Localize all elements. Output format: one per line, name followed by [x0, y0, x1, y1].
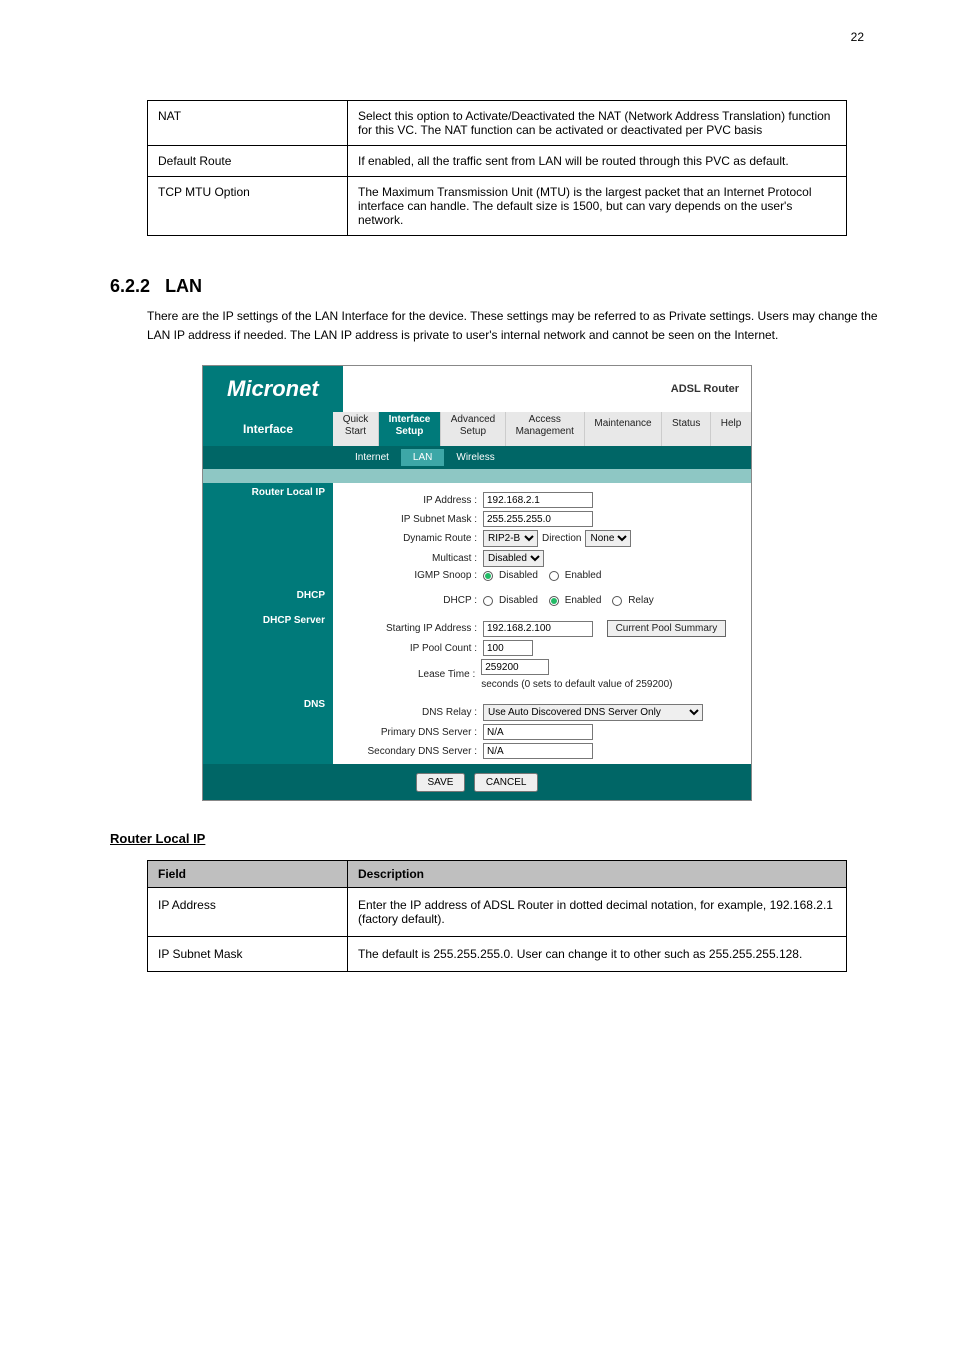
input-secondary-dns[interactable]	[483, 743, 593, 759]
section-heading: 6.2.2 LAN	[110, 276, 879, 297]
label-dhcp: DHCP :	[343, 595, 483, 606]
label-igmp-snoop: IGMP Snoop :	[343, 570, 483, 581]
input-ip-pool-count[interactable]	[483, 640, 533, 656]
th-description: Description	[348, 861, 847, 888]
table-row: NAT Select this option to Activate/Deact…	[148, 101, 847, 146]
radio-dhcp-relay[interactable]	[612, 596, 622, 606]
cell-desc: If enabled, all the traffic sent from LA…	[348, 146, 847, 177]
cell-label: IP Address	[148, 888, 348, 937]
label-primary-dns: Primary DNS Server :	[343, 727, 483, 738]
section-title: LAN	[165, 276, 202, 296]
input-ip-address[interactable]	[483, 492, 593, 508]
label-lease-time: Lease Time :	[343, 669, 481, 680]
product-label: ADSL Router	[671, 383, 751, 395]
table-row: IP Subnet Mask The default is 255.255.25…	[148, 937, 847, 972]
label-secondary-dns: Secondary DNS Server :	[343, 746, 483, 757]
input-primary-dns[interactable]	[483, 724, 593, 740]
subtab-wireless[interactable]: Wireless	[444, 449, 506, 466]
nav-left-title: Interface	[203, 412, 333, 446]
label-dynamic-route: Dynamic Route :	[343, 533, 483, 544]
table-row: Default Route If enabled, all the traffi…	[148, 146, 847, 177]
tab-maintenance[interactable]: Maintenance	[585, 412, 663, 446]
section-text: There are the IP settings of the LAN Int…	[147, 307, 879, 345]
input-subnet-mask[interactable]	[483, 511, 593, 527]
tab-status[interactable]: Status	[662, 412, 711, 446]
table-row: TCP MTU Option The Maximum Transmission …	[148, 177, 847, 236]
page-number: 22	[851, 30, 864, 44]
subtab-lan[interactable]: LAN	[401, 449, 444, 466]
section-dhcp-server: DHCP Server	[203, 611, 333, 695]
tab-quick-start[interactable]: QuickStart	[333, 412, 379, 446]
cell-desc: Select this option to Activate/Deactivat…	[348, 101, 847, 146]
select-multicast[interactable]: Disabled	[483, 550, 544, 567]
button-pool-summary[interactable]: Current Pool Summary	[607, 620, 727, 637]
subtab-internet[interactable]: Internet	[343, 449, 401, 466]
input-starting-ip[interactable]	[483, 621, 593, 637]
select-dns-relay[interactable]: Use Auto Discovered DNS Server Only	[483, 704, 703, 721]
label-ip-pool-count: IP Pool Count :	[343, 643, 483, 654]
save-button[interactable]: SAVE	[416, 773, 466, 792]
tab-interface-setup[interactable]: InterfaceSetup	[379, 412, 441, 446]
desc-table: Field Description IP Address Enter the I…	[147, 860, 847, 972]
radio-dhcp-enabled[interactable]	[549, 596, 559, 606]
radio-igmp-enabled[interactable]	[549, 571, 559, 581]
cell-desc: The Maximum Transmission Unit (MTU) is t…	[348, 177, 847, 236]
label-direction: Direction	[542, 533, 581, 544]
input-lease-time[interactable]	[481, 659, 549, 675]
section-number: 6.2.2	[110, 276, 150, 296]
cell-label: NAT	[148, 101, 348, 146]
tab-help[interactable]: Help	[711, 412, 751, 446]
label-ip-address: IP Address :	[343, 495, 483, 506]
tab-access-management[interactable]: AccessManagement	[506, 412, 585, 446]
section-dhcp: DHCP	[203, 586, 333, 611]
section-dns: DNS	[203, 695, 333, 764]
label-multicast: Multicast :	[343, 553, 483, 564]
cancel-button[interactable]: CANCEL	[474, 773, 539, 792]
nat-table: NAT Select this option to Activate/Deact…	[147, 100, 847, 236]
label-dns-relay: DNS Relay :	[343, 707, 483, 718]
logo: Micronet	[203, 366, 343, 412]
label-subnet-mask: IP Subnet Mask :	[343, 514, 483, 525]
tab-advanced-setup[interactable]: AdvancedSetup	[441, 412, 506, 446]
cell-desc: Enter the IP address of ADSL Router in d…	[348, 888, 847, 937]
router-screenshot: Micronet ADSL Router Interface QuickStar…	[202, 365, 752, 801]
select-dynamic-route[interactable]: RIP2-B	[483, 530, 538, 547]
label-lease-suffix: seconds (0 sets to default value of 2592…	[481, 679, 672, 690]
table-row: IP Address Enter the IP address of ADSL …	[148, 888, 847, 937]
cell-label: IP Subnet Mask	[148, 937, 348, 972]
th-field: Field	[148, 861, 348, 888]
radio-dhcp-disabled[interactable]	[483, 596, 493, 606]
cell-label: TCP MTU Option	[148, 177, 348, 236]
radio-igmp-disabled[interactable]	[483, 571, 493, 581]
select-direction[interactable]: None	[585, 530, 631, 547]
subheading-router-local-ip: Router Local IP	[110, 831, 879, 846]
section-router-local-ip: Router Local IP	[203, 483, 333, 586]
label-starting-ip: Starting IP Address :	[343, 623, 483, 634]
cell-label: Default Route	[148, 146, 348, 177]
cell-desc: The default is 255.255.255.0. User can c…	[348, 937, 847, 972]
